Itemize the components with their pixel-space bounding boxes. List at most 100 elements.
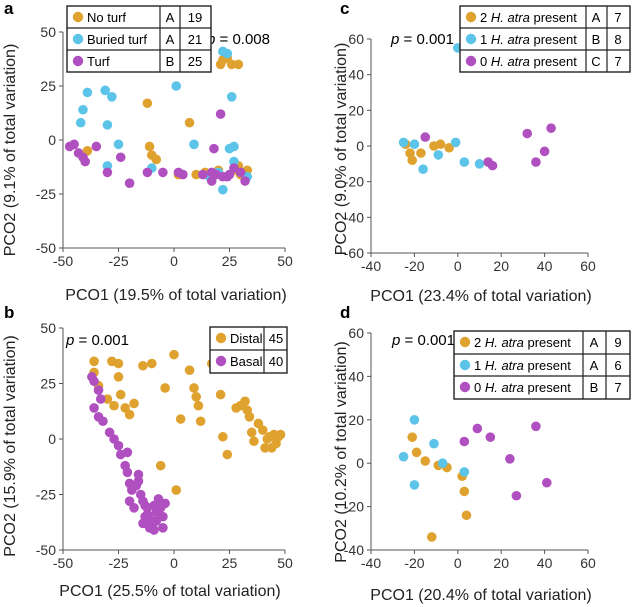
panel-b-axes: -50 -25 0 25 50 -50 -25 0 25 50: [36, 320, 293, 571]
point-no-turf: [191, 169, 201, 180]
panel-a: a -50 -25 0 25 50 -50 -25 0 25 50 p = 0.008 PCO1 …: [2, 0, 293, 304]
point-0-h-atra-present: [511, 490, 522, 501]
point-turf: [102, 167, 113, 178]
legend-count: 7: [614, 380, 621, 395]
point-distal: [124, 409, 135, 420]
point-turf: [198, 169, 208, 180]
point-1-h-atra-present: [409, 480, 420, 490]
panel-b-p-value: p = 0.001: [65, 332, 129, 349]
y-tick-label: 25: [40, 376, 56, 392]
point-turf: [124, 178, 135, 188]
point-2-h-atra-present: [407, 432, 418, 442]
point-0-h-atra-present: [472, 423, 483, 434]
y-tick-label: -20: [344, 499, 364, 515]
x-tick-label: 0: [454, 258, 462, 274]
x-tick-label: 0: [170, 555, 178, 571]
x-tick-label: -25: [108, 555, 128, 571]
panel-a-points: [64, 46, 253, 195]
x-tick-label: 20: [493, 258, 509, 274]
point-0-h-atra-present: [522, 128, 533, 139]
point-buried-turf: [82, 87, 93, 98]
x-tick-label: 0: [454, 555, 462, 571]
legend-count: 8: [614, 32, 621, 47]
point-2-h-atra-present: [420, 456, 431, 466]
point-basal: [89, 403, 99, 413]
legend-entry-2-h-atra: 2 H. atra present A 7: [465, 10, 622, 25]
y-tick-label: 25: [40, 78, 56, 94]
point-buried-turf: [224, 143, 235, 154]
point-buried-turf: [218, 184, 228, 195]
point-turf: [215, 109, 226, 119]
point-buried-turf: [107, 92, 117, 102]
point-no-turf: [233, 59, 244, 70]
point-distal: [113, 358, 124, 369]
point-no-turf: [142, 98, 153, 109]
y-tick-label: -25: [36, 186, 56, 202]
panel-d-legend: 2 H. atra present A 9 1 H. atra present …: [453, 330, 631, 400]
legend-marker-1-h-atra: [459, 359, 471, 371]
legend-group: B: [592, 32, 601, 47]
point-0-h-atra-present: [546, 123, 556, 133]
panel-c-points: [398, 43, 556, 174]
y-tick-label: -20: [344, 174, 364, 190]
legend-marker-0-h-atra: [459, 381, 471, 393]
point-basal: [122, 447, 133, 458]
point-turf: [235, 167, 246, 178]
point-distal: [246, 427, 257, 438]
y-tick-label: 0: [356, 455, 364, 471]
legend-count: 45: [269, 331, 283, 346]
point-distal: [191, 392, 201, 402]
point-1-h-atra-present: [474, 159, 485, 169]
point-distal: [195, 416, 206, 427]
legend-count: 7: [614, 10, 621, 25]
point-1-h-atra-present: [398, 451, 409, 462]
point-turf: [80, 156, 90, 167]
y-tick-label: 0: [356, 138, 364, 154]
point-2-h-atra-present: [461, 510, 472, 521]
y-tick-label: 60: [348, 31, 364, 47]
legend-marker-2-h-atra: [459, 336, 471, 348]
point-turf: [69, 139, 79, 150]
panel-d-points: [398, 415, 552, 542]
panel-a-x-axis-title: PCO1 (19.5% of total variation): [65, 287, 286, 304]
legend-entry-turf: Turf B 25: [72, 54, 202, 69]
point-basal: [133, 469, 144, 480]
point-basal: [140, 511, 150, 522]
legend-label: 0 H. atra present: [480, 54, 577, 69]
point-buried-turf: [100, 85, 110, 96]
point-buried-turf: [113, 139, 124, 150]
point-distal: [215, 389, 226, 400]
point-distal: [171, 485, 182, 495]
legend-entry-buried-turf: Buried turf A 21: [72, 32, 202, 47]
legend-entry-distal: Distal 45: [215, 331, 283, 346]
legend-entry-0-h-atra: 0 H. atra present B 7: [459, 380, 622, 395]
point-no-turf: [226, 59, 237, 70]
y-tick-label: -25: [36, 487, 56, 503]
point-turf: [158, 167, 168, 178]
point-basal: [98, 416, 108, 427]
panel-a-y-axis-title: PCO2 (9.1% of total variation): [2, 44, 19, 257]
point-basal: [133, 476, 144, 486]
y-tick-label: -50: [36, 240, 56, 256]
point-0-h-atra-present: [541, 477, 552, 488]
legend-label: No turf: [87, 10, 126, 25]
point-2-h-atra-present: [407, 155, 418, 166]
legend-label: 2 H. atra present: [480, 10, 577, 25]
point-distal: [218, 431, 228, 442]
point-0-h-atra-present: [539, 146, 550, 157]
y-tick-label: 50: [40, 320, 56, 336]
x-tick-label: -50: [53, 555, 73, 571]
point-turf: [240, 176, 250, 186]
x-tick-label: 20: [493, 555, 509, 571]
panel-label-c: c: [340, 0, 349, 18]
panel-label-b: b: [4, 303, 14, 322]
panel-d: d -40 -20 0 20 40 60 -40 -20 0 20 40 60 p = 0.001 P…: [333, 303, 631, 604]
y-tick-label: 40: [348, 368, 364, 384]
point-basal: [124, 496, 135, 506]
point-basal: [113, 440, 124, 451]
point-distal: [129, 398, 139, 409]
point-turf: [142, 167, 153, 178]
panel-a-axes: -50 -25 0 25 50 -50 -25 0 25 50: [36, 24, 293, 269]
point-basal: [95, 394, 106, 404]
